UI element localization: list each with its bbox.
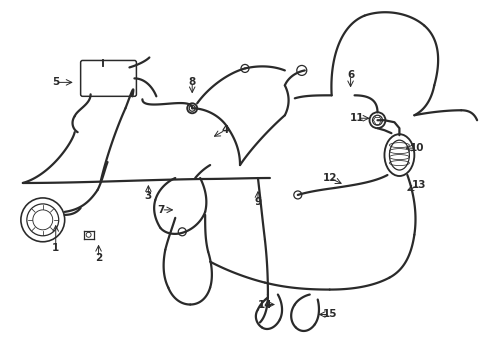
- Text: 11: 11: [349, 113, 364, 123]
- Text: 3: 3: [144, 191, 152, 201]
- FancyBboxPatch shape: [81, 60, 136, 96]
- Text: 9: 9: [254, 197, 261, 207]
- Text: 12: 12: [322, 173, 336, 183]
- Text: 8: 8: [188, 77, 195, 87]
- Text: 4: 4: [221, 125, 228, 135]
- Text: 1: 1: [52, 243, 59, 253]
- Text: 6: 6: [346, 71, 353, 80]
- Text: 5: 5: [52, 77, 59, 87]
- Text: 13: 13: [411, 180, 426, 190]
- Text: 7: 7: [157, 205, 164, 215]
- Text: 2: 2: [95, 253, 102, 263]
- Text: 10: 10: [409, 143, 424, 153]
- Text: 15: 15: [322, 310, 336, 319]
- Text: 14: 14: [257, 300, 272, 310]
